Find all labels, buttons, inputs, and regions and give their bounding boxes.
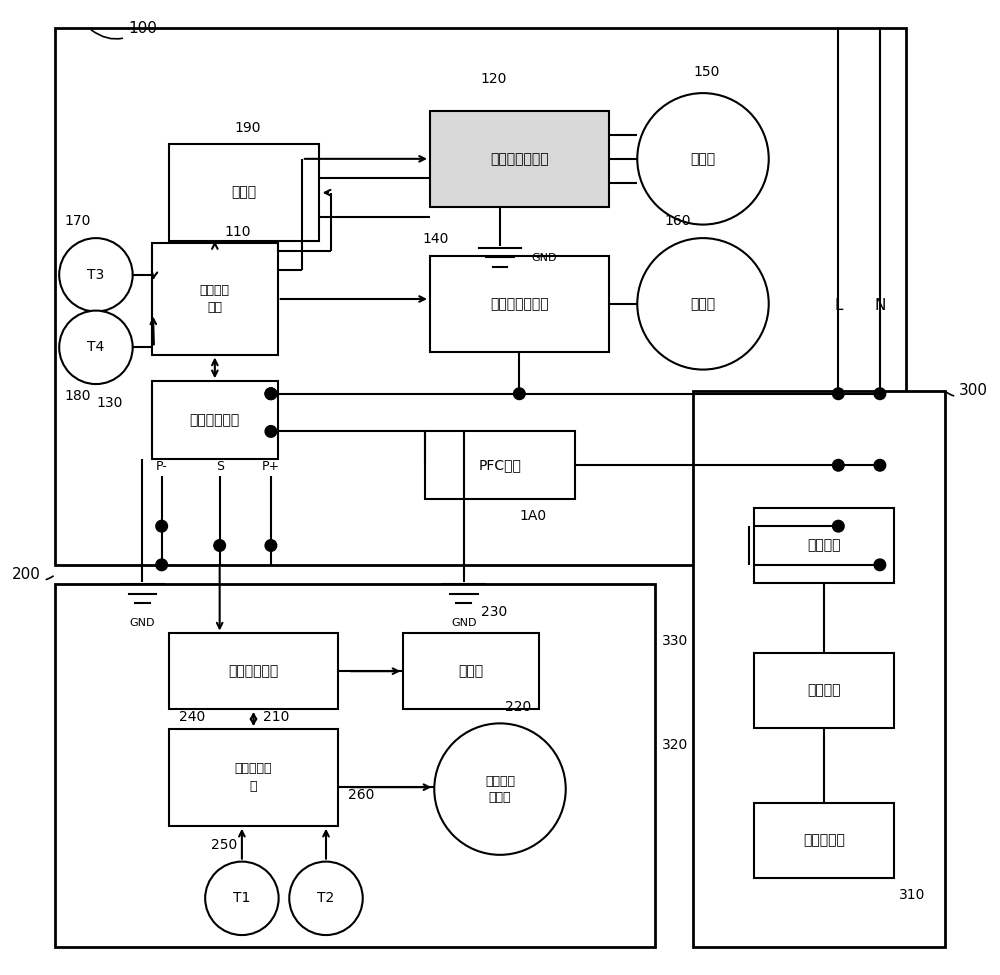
Circle shape bbox=[265, 388, 277, 400]
Text: GND: GND bbox=[451, 618, 477, 628]
Text: 220: 220 bbox=[505, 700, 531, 714]
Text: T3: T3 bbox=[87, 268, 105, 282]
Text: 100: 100 bbox=[91, 20, 157, 39]
Text: P+: P+ bbox=[262, 460, 280, 474]
Text: P-: P- bbox=[156, 460, 168, 474]
Text: 升压模块: 升压模块 bbox=[807, 683, 841, 697]
Circle shape bbox=[59, 238, 133, 312]
FancyBboxPatch shape bbox=[754, 653, 894, 728]
Circle shape bbox=[874, 459, 886, 471]
FancyBboxPatch shape bbox=[693, 391, 945, 947]
Text: 240: 240 bbox=[179, 711, 205, 724]
FancyBboxPatch shape bbox=[169, 144, 319, 241]
Text: PFC模块: PFC模块 bbox=[479, 458, 521, 472]
Text: 120: 120 bbox=[481, 72, 507, 87]
Text: 110: 110 bbox=[225, 224, 251, 239]
Text: 160: 160 bbox=[664, 214, 691, 228]
Text: 150: 150 bbox=[693, 64, 720, 79]
Text: N: N bbox=[874, 298, 886, 314]
Circle shape bbox=[205, 862, 279, 935]
Text: GND: GND bbox=[130, 618, 155, 628]
Text: 310: 310 bbox=[899, 887, 925, 902]
Circle shape bbox=[265, 388, 277, 400]
Circle shape bbox=[874, 559, 886, 570]
Circle shape bbox=[434, 723, 566, 855]
Text: 170: 170 bbox=[65, 214, 91, 228]
Circle shape bbox=[637, 93, 769, 224]
FancyBboxPatch shape bbox=[152, 381, 278, 458]
Circle shape bbox=[833, 459, 844, 471]
Circle shape bbox=[637, 238, 769, 370]
FancyBboxPatch shape bbox=[169, 634, 338, 709]
Text: 太阳能电池: 太阳能电池 bbox=[803, 834, 845, 847]
Circle shape bbox=[156, 521, 167, 532]
FancyBboxPatch shape bbox=[754, 508, 894, 583]
Text: L: L bbox=[834, 298, 843, 314]
Text: 室外机控
制器: 室外机控 制器 bbox=[200, 284, 230, 314]
Text: 室内机控制
器: 室内机控制 器 bbox=[235, 762, 272, 793]
Text: 130: 130 bbox=[97, 396, 123, 410]
Text: 外风机: 外风机 bbox=[690, 296, 716, 311]
Text: 250: 250 bbox=[211, 838, 237, 852]
Text: 230: 230 bbox=[481, 604, 507, 619]
Text: 逆变模块: 逆变模块 bbox=[807, 538, 841, 553]
FancyBboxPatch shape bbox=[55, 584, 655, 947]
Text: 导风条: 导风条 bbox=[458, 664, 484, 679]
Circle shape bbox=[833, 521, 844, 532]
FancyBboxPatch shape bbox=[152, 244, 278, 355]
FancyBboxPatch shape bbox=[425, 431, 575, 499]
Text: 300: 300 bbox=[947, 383, 988, 399]
Text: 内风机直
流电机: 内风机直 流电机 bbox=[485, 774, 515, 803]
Circle shape bbox=[514, 388, 525, 400]
FancyBboxPatch shape bbox=[430, 110, 609, 207]
Text: T1: T1 bbox=[233, 891, 251, 906]
Circle shape bbox=[59, 311, 133, 384]
Text: T4: T4 bbox=[87, 340, 105, 354]
Text: 四通阀: 四通阀 bbox=[231, 185, 256, 200]
Text: GND: GND bbox=[531, 253, 556, 262]
Circle shape bbox=[265, 426, 277, 437]
Text: 260: 260 bbox=[348, 788, 374, 801]
Text: 1A0: 1A0 bbox=[519, 509, 546, 523]
FancyBboxPatch shape bbox=[55, 28, 906, 565]
Text: T2: T2 bbox=[317, 891, 335, 906]
Text: 200: 200 bbox=[12, 567, 53, 582]
Text: 外风机驱动模块: 外风机驱动模块 bbox=[490, 296, 549, 311]
Circle shape bbox=[874, 388, 886, 400]
Text: 室内通讯模块: 室内通讯模块 bbox=[228, 664, 279, 679]
Text: S: S bbox=[216, 460, 224, 474]
Circle shape bbox=[214, 540, 225, 551]
Text: 室外通讯模块: 室外通讯模块 bbox=[190, 412, 240, 427]
Circle shape bbox=[833, 388, 844, 400]
Text: 180: 180 bbox=[65, 389, 91, 403]
Text: 210: 210 bbox=[263, 711, 290, 724]
FancyBboxPatch shape bbox=[403, 634, 539, 709]
Circle shape bbox=[289, 862, 363, 935]
Text: 140: 140 bbox=[423, 232, 449, 246]
Text: 330: 330 bbox=[662, 634, 688, 648]
Text: 压缩机驱动模块: 压缩机驱动模块 bbox=[490, 152, 549, 166]
Circle shape bbox=[156, 559, 167, 570]
FancyBboxPatch shape bbox=[430, 255, 609, 352]
Circle shape bbox=[265, 540, 277, 551]
Text: 320: 320 bbox=[662, 738, 688, 752]
Text: 190: 190 bbox=[234, 121, 261, 135]
FancyBboxPatch shape bbox=[169, 729, 338, 826]
Text: 压缩机: 压缩机 bbox=[690, 152, 716, 166]
FancyBboxPatch shape bbox=[754, 802, 894, 878]
